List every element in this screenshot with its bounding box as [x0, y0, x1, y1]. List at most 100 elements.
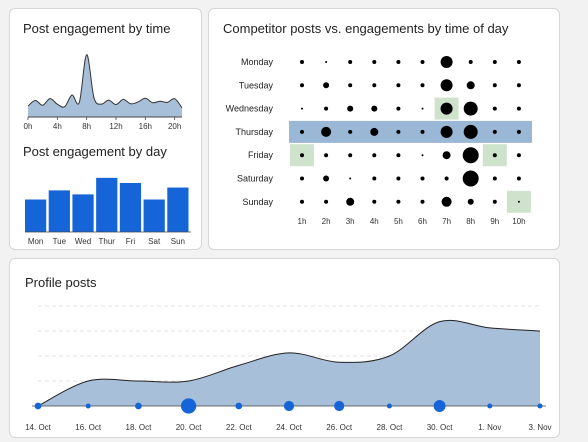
day-bar	[25, 199, 47, 232]
column-label: 8h	[466, 217, 475, 226]
dot	[323, 175, 330, 182]
profile-marker	[85, 403, 91, 409]
dot	[463, 124, 478, 139]
profile-marker	[135, 402, 142, 410]
dot	[466, 81, 475, 90]
profile-tick-label: 28. Oct	[377, 423, 404, 432]
time-tick-label: 16h	[139, 122, 152, 131]
dot	[420, 83, 425, 88]
dot	[492, 153, 497, 158]
time-tick-label: 12h	[109, 122, 122, 131]
dot	[372, 199, 377, 204]
day-tick-label: Mon	[28, 237, 44, 246]
profile-tick-label: 3. Nov	[528, 423, 551, 432]
dot	[347, 105, 354, 112]
dot	[462, 147, 479, 164]
day-bar	[48, 190, 70, 232]
column-label: 7h	[442, 217, 451, 226]
time-tick-label: 8h	[82, 122, 91, 131]
dot	[492, 129, 497, 134]
day-chart-title: Post engagement by day	[23, 144, 167, 159]
dot	[463, 101, 478, 116]
profile-marker	[487, 403, 493, 409]
profile-tick-label: 30. Oct	[427, 423, 454, 432]
profile-tick-label: 22. Oct	[226, 423, 253, 432]
dot	[441, 196, 452, 207]
dot	[325, 61, 328, 63]
profile-tick-label: 18. Oct	[126, 423, 153, 432]
time-area	[28, 54, 182, 117]
dot	[396, 83, 401, 88]
day-tick-label: Tue	[53, 237, 67, 246]
dot	[444, 176, 449, 181]
profile-marker	[283, 400, 295, 412]
dot	[516, 106, 521, 111]
competitor-chart: Monday Tuesday Wednesday Thursday Friday Satu…	[226, 56, 532, 226]
time-tick-label: 4h	[53, 122, 62, 131]
dot	[467, 198, 474, 205]
column-label: 10h	[512, 217, 525, 226]
dot	[440, 102, 453, 115]
dot	[516, 176, 521, 181]
time-tick-label: 0h	[24, 122, 33, 131]
row-label: Friday	[248, 150, 274, 160]
profile-posts-card: Profile posts 14. Oct 16. Oct 18. Oct 20. O…	[9, 258, 560, 438]
dot	[492, 83, 497, 88]
dot	[324, 199, 329, 204]
profile-chart: 14. Oct 16. Oct 18. Oct 20. Oct 22. Oct 24. O…	[25, 305, 552, 432]
dot	[301, 107, 303, 110]
profile-marker	[235, 402, 243, 410]
dot	[348, 60, 353, 64]
column-label: 5h	[394, 217, 403, 226]
day-bar	[96, 177, 118, 232]
dot	[300, 83, 304, 88]
dot	[516, 129, 521, 134]
dot	[300, 60, 304, 64]
dot	[396, 176, 401, 181]
dot	[517, 200, 520, 203]
profile-marker	[537, 403, 543, 409]
profile-tick-label: 1. Nov	[478, 423, 501, 432]
dot	[396, 106, 401, 111]
day-bar	[167, 187, 189, 232]
profile-marker	[34, 402, 42, 410]
dot	[420, 60, 425, 64]
dot	[468, 60, 473, 64]
day-bar	[143, 199, 165, 232]
dot	[300, 176, 304, 181]
dot	[492, 176, 497, 181]
day-tick-label: Sat	[148, 237, 161, 246]
profile-tick-label: 24. Oct	[276, 423, 303, 432]
dot	[420, 199, 425, 204]
day-bar	[72, 194, 94, 232]
dot	[516, 83, 521, 88]
dot	[324, 153, 329, 158]
dot	[300, 199, 304, 204]
dot	[321, 126, 332, 137]
profile-chart-title: Profile posts	[25, 275, 97, 290]
dot	[492, 199, 497, 204]
dot	[440, 125, 453, 138]
competitor-chart-title: Competitor posts vs. engagements by time…	[223, 21, 509, 36]
profile-marker	[180, 398, 197, 414]
dot	[372, 176, 377, 181]
dot	[348, 153, 353, 158]
dot	[420, 129, 425, 134]
column-label: 6h	[418, 217, 427, 226]
profile-tick-label: 16. Oct	[75, 423, 102, 432]
profile-marker	[334, 400, 345, 412]
dot	[371, 105, 378, 112]
dot	[396, 129, 401, 134]
dot	[462, 170, 479, 187]
time-tick-label: 20h	[168, 122, 181, 131]
row-label: Wednesday	[226, 104, 274, 114]
row-label: Saturday	[237, 174, 274, 184]
dot	[421, 107, 424, 110]
profile-area	[38, 320, 540, 406]
dot	[346, 197, 355, 206]
dot	[372, 83, 377, 88]
day-bar	[119, 182, 142, 232]
day-tick-label: Thur	[99, 237, 116, 246]
dot	[442, 151, 451, 160]
dot	[372, 153, 377, 158]
